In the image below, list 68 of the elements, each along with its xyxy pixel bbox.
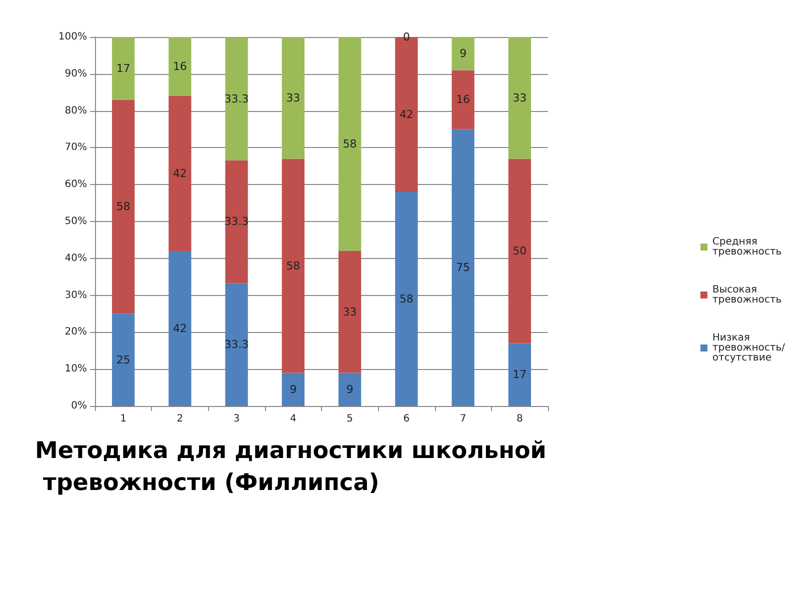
bar <box>282 372 305 406</box>
y-tick-label: 60% <box>64 179 87 190</box>
data-label: 16 <box>172 60 187 74</box>
y-tick-label: 50% <box>64 216 87 227</box>
bar <box>338 251 362 373</box>
bar <box>112 100 135 314</box>
bar <box>338 37 362 252</box>
bar <box>282 158 305 373</box>
data-label: 75 <box>456 261 470 274</box>
legend-label: Средняя тревожность <box>712 236 782 258</box>
y-tick-label: 40% <box>64 252 87 264</box>
y-tick-label: 70% <box>64 142 87 154</box>
data-label: 58 <box>286 259 300 272</box>
data-label: 25 <box>116 353 130 366</box>
bar <box>225 160 248 284</box>
text: Методика для диагностики школьной тревожности (Филлипса) <box>35 438 546 496</box>
data-label: 33 <box>342 305 357 318</box>
bar <box>225 37 248 160</box>
data-label: 9 <box>346 382 354 396</box>
data-label: 58 <box>342 138 357 151</box>
data-label: 9 <box>290 382 297 396</box>
bar <box>112 314 135 406</box>
data-label: 33 <box>286 91 300 104</box>
bar <box>338 372 362 406</box>
x-tick-label: 6 <box>403 414 410 424</box>
bar <box>168 37 192 96</box>
y-tick-label: 30% <box>64 290 87 301</box>
data-label: 42 <box>172 322 187 336</box>
bar <box>452 37 474 70</box>
y-tick-label: 100% <box>58 32 87 42</box>
x-tick-label: 8 <box>516 414 523 424</box>
bar <box>225 283 248 406</box>
bar <box>168 96 192 252</box>
bar <box>112 37 135 100</box>
data-label: 16 <box>456 93 470 106</box>
y-tick-label: 90% <box>64 68 87 80</box>
data-label: 58 <box>116 200 130 214</box>
data-label: 33.3 <box>224 92 249 106</box>
x-tick-label: 3 <box>233 414 240 424</box>
bar <box>508 343 532 406</box>
bar <box>282 37 305 159</box>
x-tick-label: 2 <box>176 414 184 424</box>
x-tick-label: 1 <box>120 414 126 424</box>
bar <box>168 251 192 406</box>
bar <box>452 70 474 130</box>
x-tick-label: 5 <box>346 414 353 424</box>
y-tick-label: 10% <box>64 364 87 375</box>
y-tick-label: 80% <box>64 105 87 116</box>
y-tick-label: 20% <box>64 326 87 338</box>
x-tick-label: 7 <box>460 414 466 424</box>
bar <box>452 129 474 406</box>
legend-label: Низкая тревожность/отсутствие <box>712 332 786 364</box>
bar <box>508 158 532 344</box>
legend-label: Высокая тревожность <box>712 284 782 306</box>
y-tick-label: 0% <box>71 400 87 412</box>
data-label: 42 <box>172 167 187 180</box>
bar <box>395 192 418 406</box>
data-label: 17 <box>512 368 527 382</box>
data-label: 33.3 <box>224 338 249 352</box>
data-label: 33.3 <box>224 215 249 228</box>
bar <box>508 37 532 159</box>
x-tick-label: 4 <box>290 414 296 424</box>
data-label: 58 <box>399 292 414 306</box>
data-label: 33 <box>512 91 527 104</box>
data-label: 42 <box>399 108 414 121</box>
data-label: 50 <box>512 244 527 258</box>
data-label: 17 <box>116 62 130 75</box>
data-label: 9 <box>460 47 467 60</box>
